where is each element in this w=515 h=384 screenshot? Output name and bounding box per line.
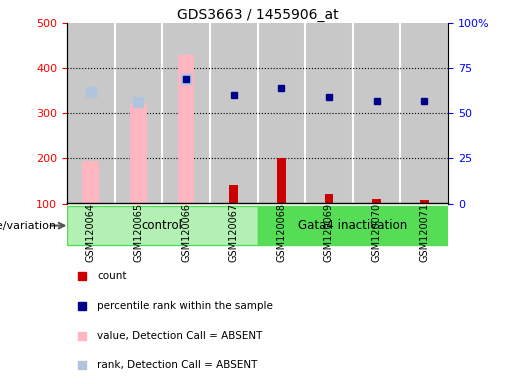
Text: count: count: [97, 271, 127, 281]
Bar: [401, 23, 448, 204]
Text: Gata4 inactivation: Gata4 inactivation: [298, 219, 407, 232]
Bar: [353, 23, 401, 204]
Text: GSM120070: GSM120070: [372, 203, 382, 262]
Text: GSM120064: GSM120064: [86, 203, 96, 262]
Bar: [372, 199, 381, 204]
Bar: [67, 206, 258, 245]
Text: GSM120069: GSM120069: [324, 203, 334, 262]
Title: GDS3663 / 1455906_at: GDS3663 / 1455906_at: [177, 8, 338, 22]
Text: genotype/variation: genotype/variation: [0, 220, 57, 231]
Bar: [229, 185, 238, 204]
Bar: [82, 161, 99, 204]
Bar: [210, 23, 258, 204]
Text: GSM120067: GSM120067: [229, 203, 238, 262]
Bar: [130, 104, 147, 204]
Bar: [67, 23, 115, 204]
Bar: [258, 206, 448, 245]
Text: GSM120066: GSM120066: [181, 203, 191, 262]
Text: control: control: [142, 219, 183, 232]
Text: GSM120068: GSM120068: [277, 203, 286, 262]
Bar: [258, 23, 305, 204]
Bar: [162, 23, 210, 204]
Bar: [178, 55, 194, 204]
Text: percentile rank within the sample: percentile rank within the sample: [97, 301, 273, 311]
Text: value, Detection Call = ABSENT: value, Detection Call = ABSENT: [97, 331, 263, 341]
Text: GSM120071: GSM120071: [419, 203, 429, 262]
Bar: [420, 200, 428, 204]
Bar: [114, 23, 162, 204]
Bar: [277, 159, 286, 204]
Text: rank, Detection Call = ABSENT: rank, Detection Call = ABSENT: [97, 360, 258, 370]
Text: GSM120065: GSM120065: [133, 203, 143, 262]
Bar: [305, 23, 353, 204]
Bar: [324, 195, 333, 204]
